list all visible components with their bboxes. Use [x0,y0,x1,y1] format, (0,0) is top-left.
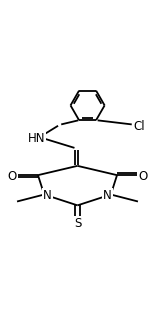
Text: O: O [138,170,147,183]
Text: HN: HN [28,132,45,145]
Text: S: S [74,217,81,230]
Text: N: N [43,189,52,202]
Text: N: N [103,189,112,202]
Text: Cl: Cl [133,120,144,133]
Text: O: O [8,170,17,183]
